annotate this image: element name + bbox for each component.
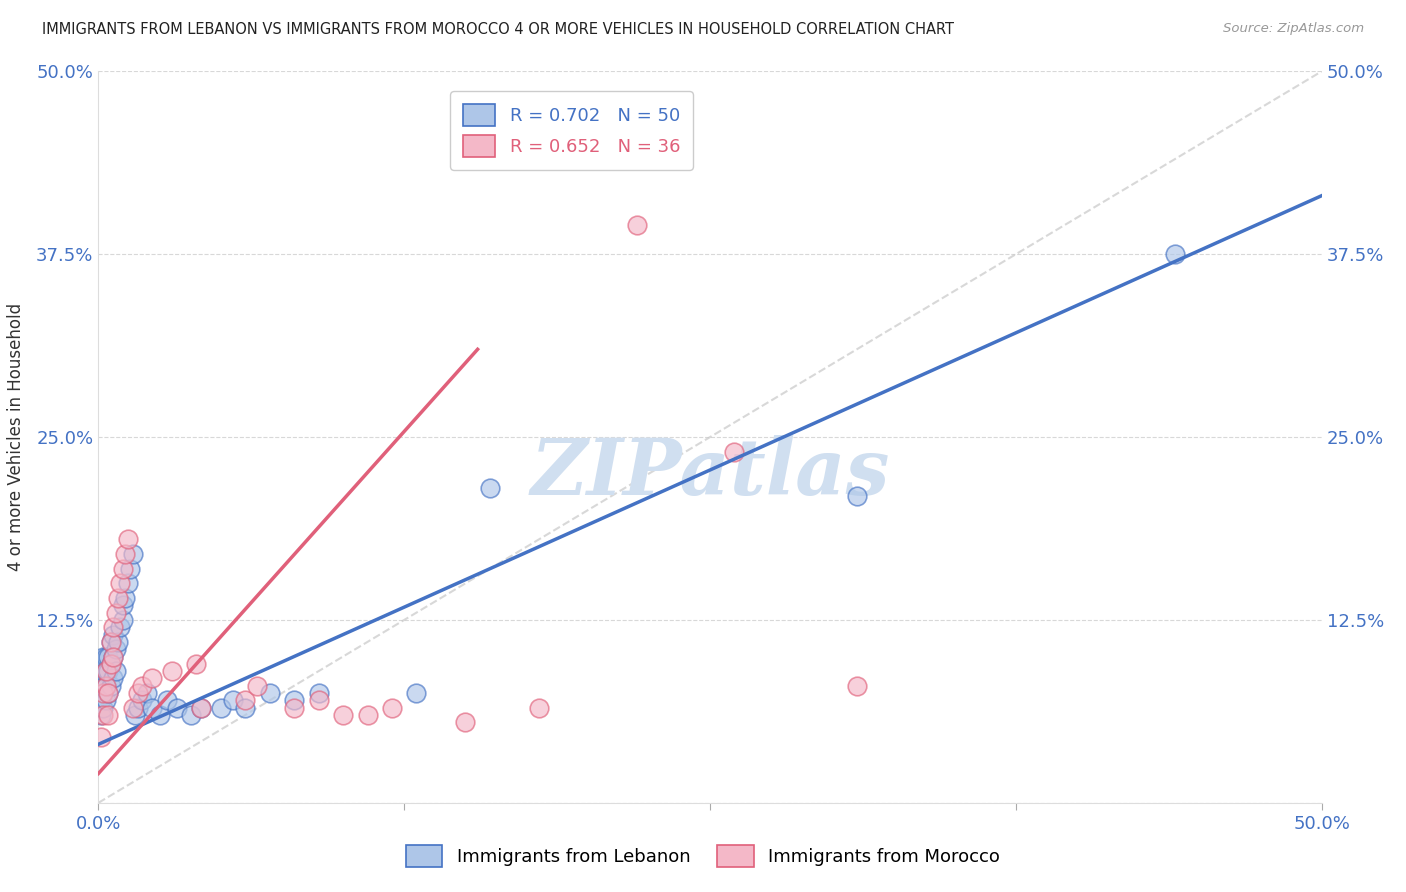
Point: [283, 693, 305, 707]
Point: [100, 679, 122, 693]
Text: IMMIGRANTS FROM LEBANON VS IMMIGRANTS FROM MOROCCO 4 OR MORE VEHICLES IN HOUSEHO: IMMIGRANTS FROM LEBANON VS IMMIGRANTS FR…: [42, 22, 955, 37]
Point: [100, 635, 122, 649]
Point: [110, 576, 132, 591]
Point: [166, 700, 188, 714]
Point: [100, 657, 122, 671]
Point: [104, 606, 127, 620]
Point: [94, 664, 117, 678]
Point: [141, 700, 163, 714]
Point: [222, 693, 245, 707]
Point: [127, 700, 149, 714]
Point: [101, 649, 124, 664]
Point: [114, 591, 136, 605]
Point: [149, 708, 172, 723]
Point: [104, 642, 127, 657]
Point: [845, 489, 868, 503]
Point: [94, 664, 117, 678]
Text: ZIPatlas: ZIPatlas: [530, 435, 890, 512]
Point: [209, 700, 232, 714]
Point: [626, 218, 648, 232]
Point: [332, 708, 354, 723]
Point: [233, 693, 256, 707]
Point: [356, 708, 378, 723]
Point: [190, 700, 212, 714]
Point: [124, 708, 146, 723]
Point: [111, 613, 134, 627]
Y-axis label: 4 or more Vehicles in Household: 4 or more Vehicles in Household: [7, 303, 25, 571]
Point: [90, 708, 112, 723]
Point: [90, 730, 112, 744]
Point: [101, 620, 124, 634]
Point: [190, 700, 212, 714]
Point: [100, 657, 122, 671]
Point: [283, 700, 305, 714]
Point: [91, 679, 114, 693]
Point: [91, 708, 114, 723]
Point: [246, 679, 269, 693]
Point: [405, 686, 427, 700]
Point: [107, 591, 129, 605]
Point: [97, 686, 120, 700]
Point: [121, 547, 143, 561]
Point: [90, 679, 112, 693]
Point: [136, 686, 159, 700]
Point: [94, 649, 117, 664]
Point: [91, 686, 114, 700]
Point: [1164, 247, 1187, 261]
Point: [120, 562, 142, 576]
Point: [121, 700, 143, 714]
Point: [160, 664, 183, 678]
Legend: Immigrants from Lebanon, Immigrants from Morocco: Immigrants from Lebanon, Immigrants from…: [399, 838, 1007, 874]
Text: Source: ZipAtlas.com: Source: ZipAtlas.com: [1223, 22, 1364, 36]
Point: [308, 693, 330, 707]
Legend: R = 0.702   N = 50, R = 0.652   N = 36: R = 0.702 N = 50, R = 0.652 N = 36: [450, 91, 693, 169]
Point: [131, 693, 153, 707]
Point: [127, 686, 149, 700]
Point: [381, 700, 404, 714]
Point: [308, 686, 330, 700]
Point: [100, 635, 122, 649]
Point: [91, 664, 114, 678]
Point: [259, 686, 281, 700]
Point: [94, 679, 117, 693]
Point: [91, 649, 114, 664]
Point: [110, 620, 132, 634]
Point: [107, 635, 129, 649]
Point: [114, 547, 136, 561]
Point: [111, 562, 134, 576]
Point: [156, 693, 179, 707]
Point: [180, 708, 202, 723]
Point: [97, 664, 120, 678]
Point: [90, 693, 112, 707]
Point: [91, 700, 114, 714]
Point: [97, 708, 120, 723]
Point: [97, 686, 120, 700]
Point: [723, 444, 745, 458]
Point: [101, 627, 124, 641]
Point: [94, 693, 117, 707]
Point: [141, 672, 163, 686]
Point: [233, 700, 256, 714]
Point: [117, 533, 139, 547]
Point: [94, 679, 117, 693]
Point: [97, 649, 120, 664]
Point: [131, 679, 153, 693]
Point: [845, 679, 868, 693]
Point: [186, 657, 208, 671]
Point: [111, 599, 134, 613]
Point: [104, 664, 127, 678]
Point: [101, 649, 124, 664]
Point: [478, 481, 501, 495]
Point: [101, 672, 124, 686]
Point: [527, 700, 550, 714]
Point: [117, 576, 139, 591]
Point: [454, 715, 477, 730]
